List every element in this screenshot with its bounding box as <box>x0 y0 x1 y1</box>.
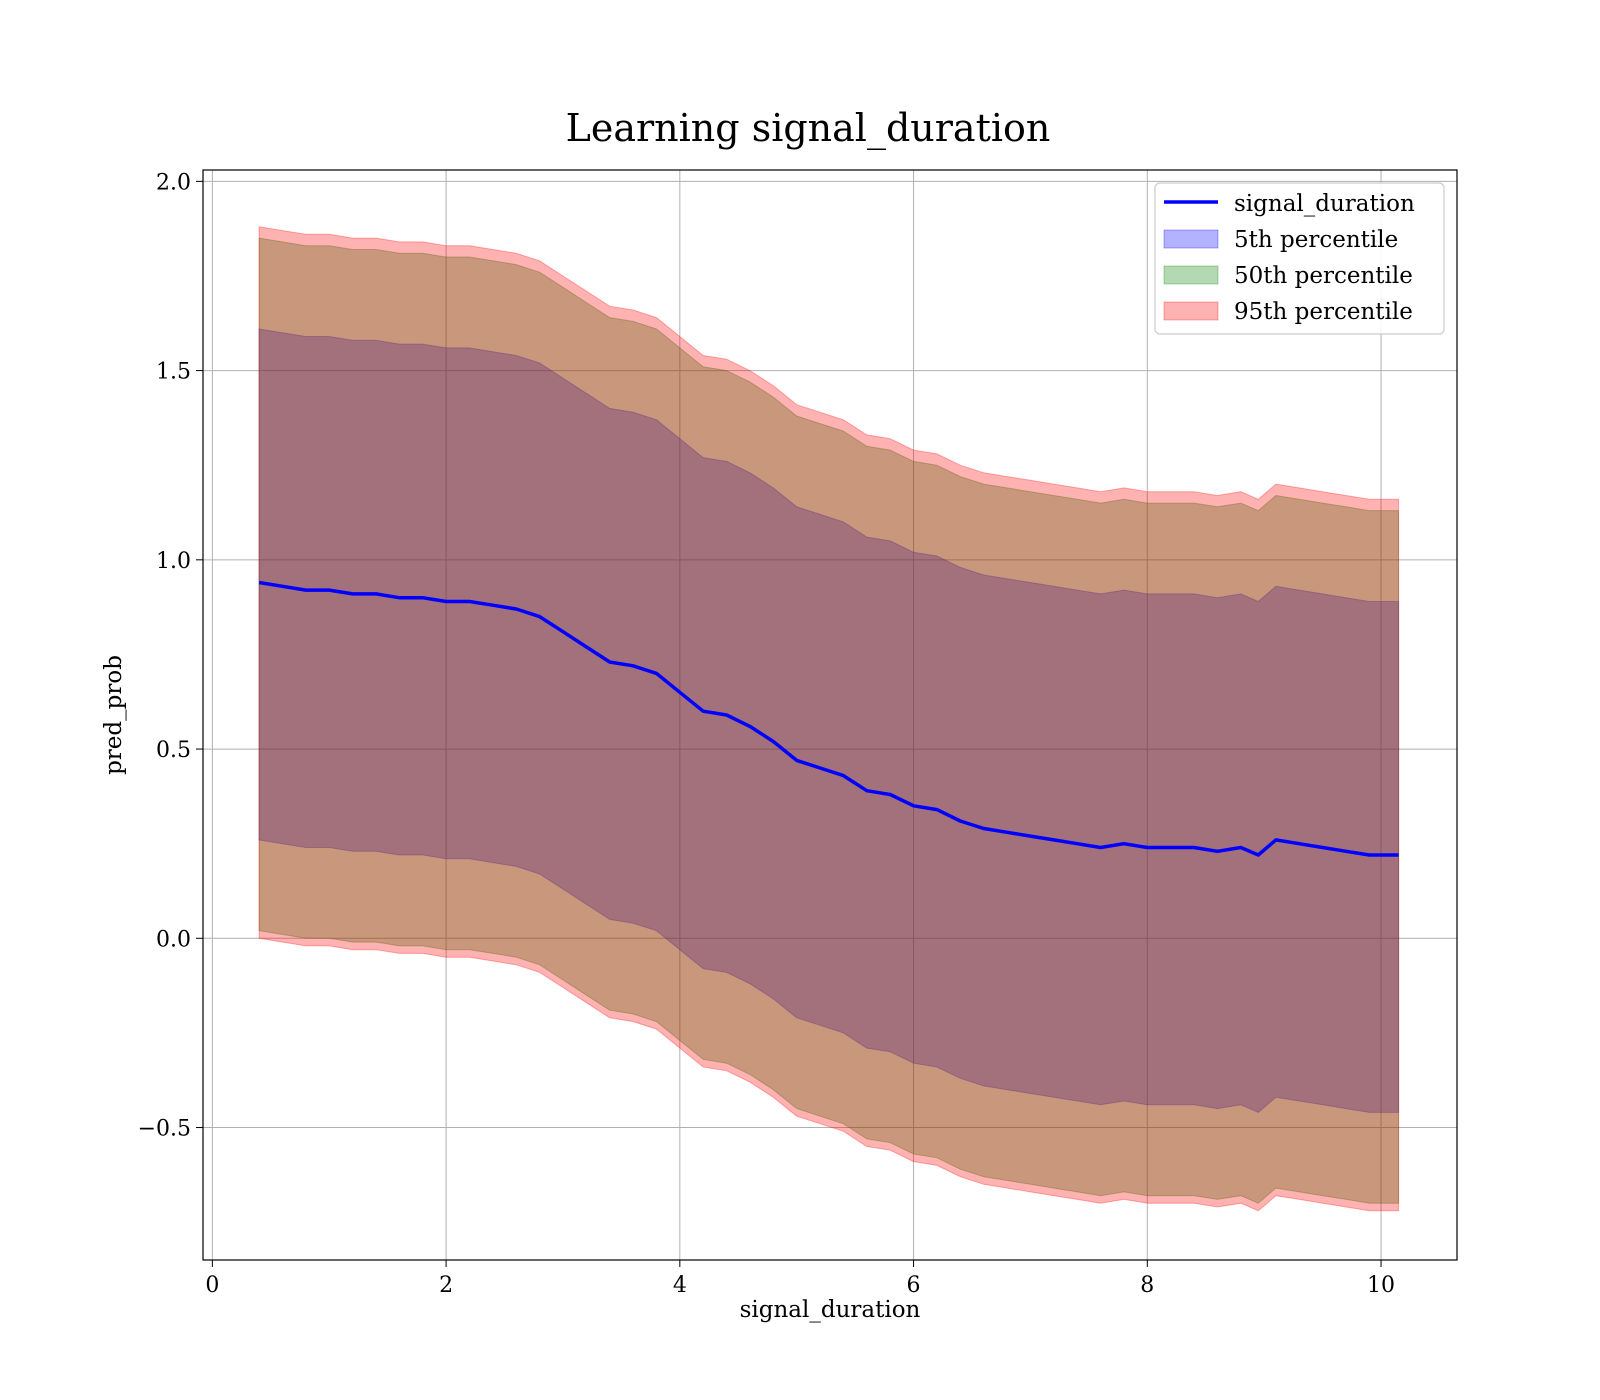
band-2 <box>258 237 1400 1204</box>
legend: signal_duration 5th percentile 50th perc… <box>1154 182 1445 335</box>
legend-swatch-5th <box>1163 229 1219 249</box>
y-tick-label: 2.0 <box>156 170 191 195</box>
band-1 <box>258 328 1400 1113</box>
legend-box <box>1154 182 1445 335</box>
series-lines <box>258 580 1399 857</box>
y-tick-label: 0.0 <box>156 927 191 952</box>
x-tick-label: 8 <box>1140 1273 1154 1298</box>
grid <box>203 170 1457 1260</box>
x-tick-label: 10 <box>1367 1273 1395 1298</box>
legend-swatch-50th <box>1163 265 1219 285</box>
y-tick-label: 0.5 <box>156 738 191 763</box>
legend-label-line: signal_duration <box>1234 191 1415 217</box>
y-axis-label: pred_prob <box>101 655 127 775</box>
legend-label-95th: 95th percentile <box>1234 299 1413 325</box>
x-tick-label: 0 <box>205 1273 219 1298</box>
legend-label-50th: 50th percentile <box>1234 263 1413 289</box>
series-line-0 <box>258 580 1399 857</box>
y-ticks: −0.5 0.0 0.5 1.0 1.5 2.0 <box>138 170 203 1142</box>
x-ticks: 0 2 4 6 8 10 <box>205 1260 1395 1298</box>
x-axis-label: signal_duration <box>740 1297 921 1323</box>
band-3 <box>258 226 1400 1212</box>
y-tick-label: 1.5 <box>156 360 191 385</box>
legend-label-5th: 5th percentile <box>1234 227 1398 253</box>
y-tick-label: 1.0 <box>156 549 191 574</box>
x-tick-label: 6 <box>907 1273 921 1298</box>
legend-swatch-95th <box>1163 301 1219 321</box>
plot-frame <box>202 169 1458 1261</box>
x-tick-label: 2 <box>439 1273 453 1298</box>
x-tick-label: 4 <box>673 1273 687 1298</box>
chart-title: Learning signal_duration <box>566 106 1051 151</box>
percentile-bands <box>258 226 1400 1212</box>
y-tick-label: −0.5 <box>138 1117 191 1142</box>
